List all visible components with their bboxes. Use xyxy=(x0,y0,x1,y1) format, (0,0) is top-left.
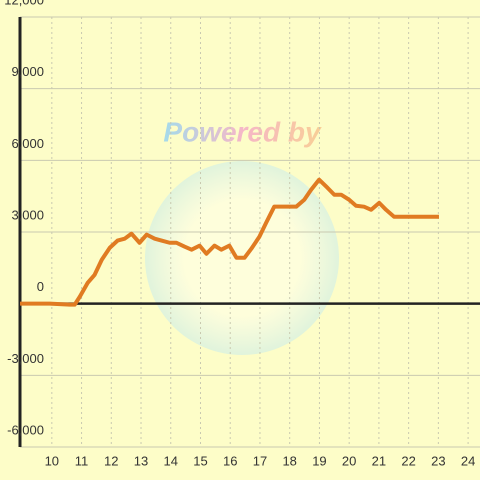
x-tick-label: 17 xyxy=(253,453,267,468)
x-tick-label: 14 xyxy=(164,453,178,468)
y-tick-label: -3,000 xyxy=(7,351,44,366)
x-tick-label: 15 xyxy=(193,453,207,468)
x-tick-label: 13 xyxy=(134,453,148,468)
y-tick-label: 6,000 xyxy=(11,136,44,151)
x-tick-label: 23 xyxy=(431,453,445,468)
watermark: Powered by xyxy=(163,116,322,147)
x-tick-label: 11 xyxy=(75,453,89,468)
x-tick-label: 10 xyxy=(45,453,59,468)
data-line xyxy=(20,177,439,307)
y-tick-label: 3,000 xyxy=(11,207,44,222)
x-tick-label: 22 xyxy=(401,453,415,468)
x-tick-label: 18 xyxy=(282,453,296,468)
y-tick-label: 9,000 xyxy=(11,64,44,79)
x-tick-label: 19 xyxy=(312,453,326,468)
y-tick-label: 0 xyxy=(37,279,44,294)
y-tick-label: -6,000 xyxy=(7,422,44,437)
x-tick-label: 12 xyxy=(104,453,118,468)
x-tick-label: 16 xyxy=(223,453,237,468)
x-tick-label: 20 xyxy=(342,453,356,468)
x-tick-label: 24 xyxy=(461,453,475,468)
y-tick-label: 12,000 xyxy=(4,0,44,7)
x-tick-label: 21 xyxy=(372,453,386,468)
